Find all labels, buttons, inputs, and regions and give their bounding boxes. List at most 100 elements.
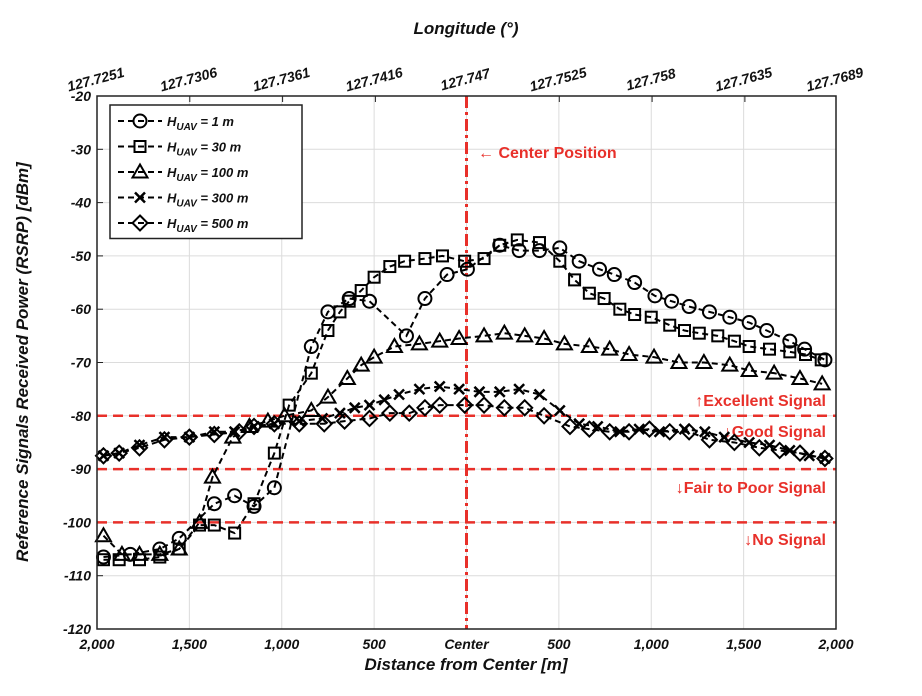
marker (600, 422, 619, 441)
marker (694, 352, 714, 369)
marker (96, 553, 110, 567)
marker (533, 388, 546, 401)
marker (398, 328, 414, 344)
marker (335, 412, 354, 431)
marker (627, 275, 643, 291)
y-tick-label: -20 (71, 88, 91, 104)
marker (606, 267, 622, 283)
marker (664, 293, 680, 309)
x2-tick-label: 127.7689 (804, 64, 865, 95)
marker (552, 240, 568, 256)
marker (378, 393, 391, 406)
marker (155, 430, 174, 449)
marker (152, 541, 168, 557)
marker (571, 253, 587, 269)
x-tick-label: 1,000 (634, 636, 669, 652)
marker (205, 425, 224, 444)
x2-tick-label: 127.7306 (158, 64, 219, 95)
y-tick-label: -30 (71, 141, 91, 157)
marker (134, 191, 146, 204)
marker (511, 243, 527, 259)
marker (435, 249, 449, 263)
x-tick-label: 1,500 (726, 636, 761, 652)
marker (711, 329, 725, 343)
marker (580, 337, 599, 354)
marker (455, 396, 474, 415)
marker (342, 294, 356, 308)
marker (110, 444, 129, 463)
marker (750, 438, 769, 457)
marker (644, 347, 664, 364)
x2-tick-label: 127.758 (624, 65, 677, 94)
marker (515, 398, 534, 417)
marker (680, 422, 699, 441)
marker (759, 323, 775, 339)
y-tick-label: -80 (71, 408, 91, 424)
marker (418, 252, 432, 266)
marker (267, 446, 281, 460)
marker (782, 333, 798, 349)
marker (266, 480, 282, 496)
marker (334, 407, 346, 420)
marker (439, 267, 455, 283)
marker (613, 302, 627, 316)
marker (790, 368, 810, 385)
marker (367, 270, 381, 284)
marker (385, 337, 404, 354)
marker (582, 286, 596, 300)
marker (783, 345, 797, 359)
marker (640, 420, 659, 439)
marker (700, 430, 719, 449)
marker (416, 398, 434, 417)
marker (430, 396, 449, 415)
x-tick-label: Center (444, 636, 490, 652)
marker (692, 326, 706, 340)
marker (275, 406, 294, 423)
marker (410, 334, 429, 351)
marker (814, 353, 828, 367)
marker (150, 544, 170, 561)
marker (247, 497, 261, 511)
marker (535, 406, 554, 425)
marker (449, 329, 469, 346)
marker (364, 347, 384, 364)
marker (660, 422, 679, 441)
y-tick-label: -50 (71, 248, 91, 264)
x2-tick-label: 127.7361 (251, 64, 312, 95)
marker (348, 401, 361, 414)
marker (678, 324, 692, 338)
marker (453, 383, 465, 396)
y-tick-label: -120 (63, 621, 91, 637)
marker (338, 368, 357, 385)
marker (303, 339, 319, 355)
x-tick-label: 2,000 (817, 636, 853, 652)
marker (290, 414, 309, 433)
marker (413, 383, 426, 396)
x2-axis-title: Longitude (°) (414, 19, 519, 38)
marker (762, 342, 776, 356)
marker (363, 399, 376, 412)
marker (433, 380, 446, 393)
marker (553, 254, 567, 268)
marker (663, 318, 677, 332)
marker (722, 309, 738, 325)
marker (764, 363, 784, 380)
marker (230, 422, 249, 441)
marker (282, 398, 296, 412)
legend-label: HUAV = 1 m (167, 114, 234, 133)
marker (208, 425, 221, 438)
y-axis-title: Reference Signals Received Power (RSRP) … (13, 161, 32, 562)
marker (568, 273, 582, 287)
marker (321, 324, 335, 338)
marker (302, 400, 321, 417)
x-tick-label: 1,000 (264, 636, 299, 652)
marker (561, 417, 579, 436)
marker (398, 254, 412, 268)
marker (203, 467, 222, 484)
marker (417, 291, 433, 307)
x-axis-title: Distance from Center [m] (364, 655, 568, 674)
marker (131, 214, 149, 232)
marker (351, 355, 371, 372)
marker (698, 425, 711, 438)
